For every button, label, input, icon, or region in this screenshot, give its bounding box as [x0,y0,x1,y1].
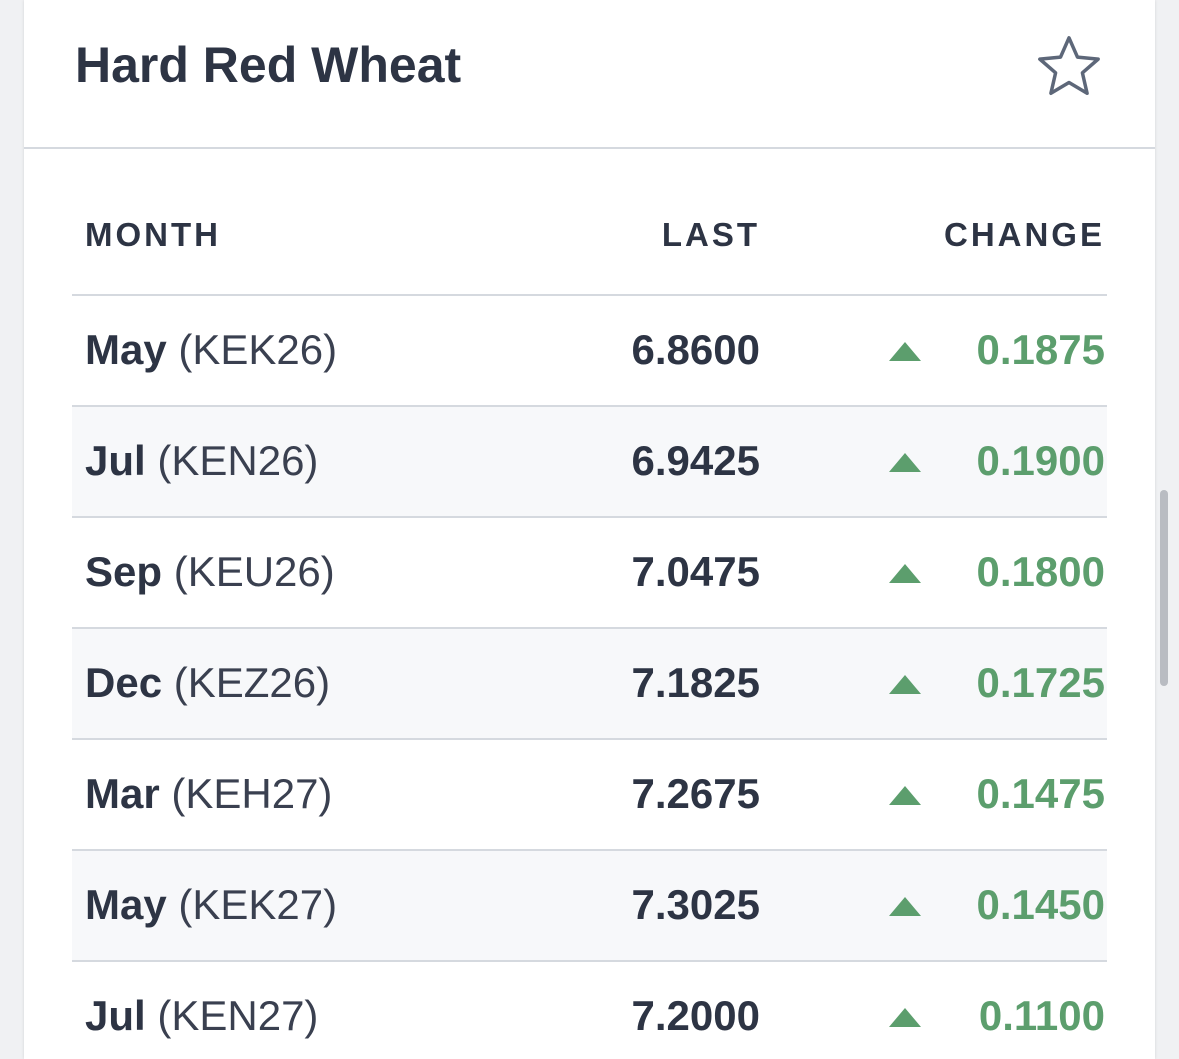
last-price: 6.8600 [631,326,760,373]
month-cell: May (KEK26) [85,326,337,374]
up-arrow-icon [889,786,921,805]
table-row: May (KEK26) 6.8600 0.1875 [72,296,1107,407]
table-row: Dec (KEZ26) 7.1825 0.1725 [72,629,1107,740]
price-change: 0.1875 [976,326,1105,373]
table-row: Sep (KEU26) 7.0475 0.1800 [72,518,1107,629]
up-arrow-icon [889,453,921,472]
price-change: 0.1725 [976,659,1105,706]
up-arrow-icon [889,675,921,694]
symbol: (KEK27) [178,881,338,928]
month: Jul [85,992,146,1039]
month: May [85,881,167,928]
month-cell: Jul (KEN26) [85,437,318,485]
month: May [85,326,167,373]
column-header: MONTH [85,216,221,253]
scrollbar[interactable] [1160,490,1168,686]
last-price: 7.2000 [631,992,760,1039]
up-arrow-icon [889,897,921,916]
card-header: Hard Red Wheat [24,0,1155,149]
up-arrow-icon [889,1008,921,1027]
symbol: (KEH27) [171,770,333,817]
month-cell: Jul (KEN27) [85,992,318,1040]
favorite-star[interactable] [1034,32,1104,102]
column-header: LAST [661,216,760,253]
month: Mar [85,770,160,817]
last-price: 6.9425 [631,437,760,484]
last-price: 7.0475 [631,548,760,595]
price-change: 0.1800 [976,548,1105,595]
symbol: (KEK26) [178,326,338,373]
last-price: 7.3025 [631,881,760,928]
up-arrow-icon [889,564,921,583]
month: Sep [85,548,163,595]
symbol: (KEN26) [157,437,319,484]
symbol: (KEN27) [157,992,319,1039]
month-cell: Sep (KEU26) [85,548,335,596]
table-row: Jul (KEN27) 7.2000 0.1100 [72,962,1107,1059]
table-row: Jul (KEN26) 6.9425 0.1900 [72,407,1107,518]
price-change: 0.1475 [976,770,1105,817]
up-arrow-icon [889,342,921,361]
last-price: 7.2675 [631,770,760,817]
last-price: 7.1825 [631,659,760,706]
month-cell: Mar (KEH27) [85,770,332,818]
price-change: 0.1900 [976,437,1105,484]
price-change: 0.1450 [976,881,1105,928]
month: Dec [85,659,163,706]
card: Hard Red Wheat MONTH LAST CHANGE May (KE… [24,0,1155,1059]
symbol: (KEZ26) [173,659,331,706]
month-cell: Dec (KEZ26) [85,659,330,707]
price-change: 0.1100 [978,992,1105,1039]
symbol: (KEU26) [173,548,335,595]
table-row: May (KEK27) 7.3025 0.1450 [72,851,1107,962]
month: Jul [85,437,146,484]
title: Hard Red Wheat [75,37,462,93]
column-header: CHANGE [943,216,1105,253]
table-row: Mar (KEH27) 7.2675 0.1475 [72,740,1107,851]
month-cell: May (KEK27) [85,881,337,929]
table-header: MONTH LAST CHANGE [72,190,1107,296]
